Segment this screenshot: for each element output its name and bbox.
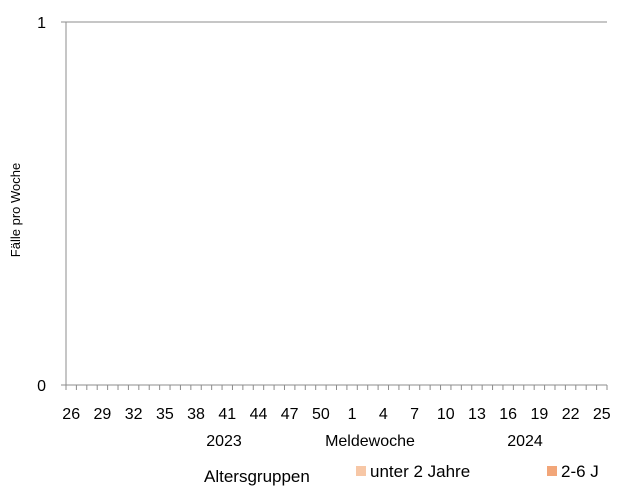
legend-swatch [356,466,366,476]
year-label: 2023 [206,433,242,450]
x-tick-label: 47 [281,406,299,423]
x-axis-title: Meldewoche [325,433,415,450]
x-tick-label: 26 [62,406,80,423]
y-tick-label: 1 [37,15,46,32]
x-tick-label: 19 [530,406,548,423]
legend-title: Altersgruppen [204,467,310,486]
year-label: 2024 [507,433,543,450]
x-tick-label: 29 [94,406,112,423]
x-tick-label: 50 [312,406,330,423]
x-tick-label: 38 [187,406,205,423]
y-tick-label: 0 [37,378,46,395]
x-tick-label: 32 [125,406,143,423]
x-tick-label: 22 [562,406,580,423]
x-tick-label: 44 [250,406,268,423]
legend-entry: 2-6 J [561,462,599,481]
y-axis-title: Fälle pro Woche [8,163,23,257]
x-tick-label: 35 [156,406,174,423]
legend-swatch [547,466,557,476]
x-tick-label: 25 [593,406,611,423]
x-tick-label: 10 [437,406,455,423]
x-tick-label: 41 [218,406,236,423]
x-tick-label: 4 [379,406,388,423]
x-tick-label: 13 [468,406,486,423]
x-tick-label: 1 [348,406,357,423]
x-tick-label: 7 [410,406,419,423]
x-tick-label: 16 [499,406,517,423]
legend-entry: unter 2 Jahre [370,462,470,481]
